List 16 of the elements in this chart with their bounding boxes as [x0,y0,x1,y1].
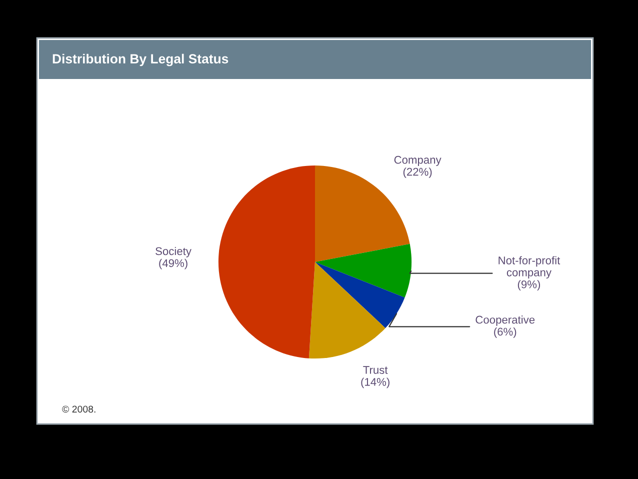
slice-label: Not-for-profit company [498,256,560,279]
data-label: (6%) [494,327,516,338]
chart-title: Distribution By Legal Status [52,54,228,66]
slice-label: Cooperative [476,316,535,326]
data-label: (9%) [518,280,540,290]
data-label: (22%) [403,168,432,178]
slice-label: Company [394,156,442,166]
pie-slice [218,165,315,358]
slice-label: Society [156,246,192,258]
slice-label: Trust [363,366,388,374]
pie-slice [308,262,386,359]
pie-slice [315,244,412,298]
data-label: (14%) [361,378,390,388]
text: © 2008. [62,406,96,413]
pie-slice [315,262,405,328]
data-label: (49%) [159,258,188,270]
